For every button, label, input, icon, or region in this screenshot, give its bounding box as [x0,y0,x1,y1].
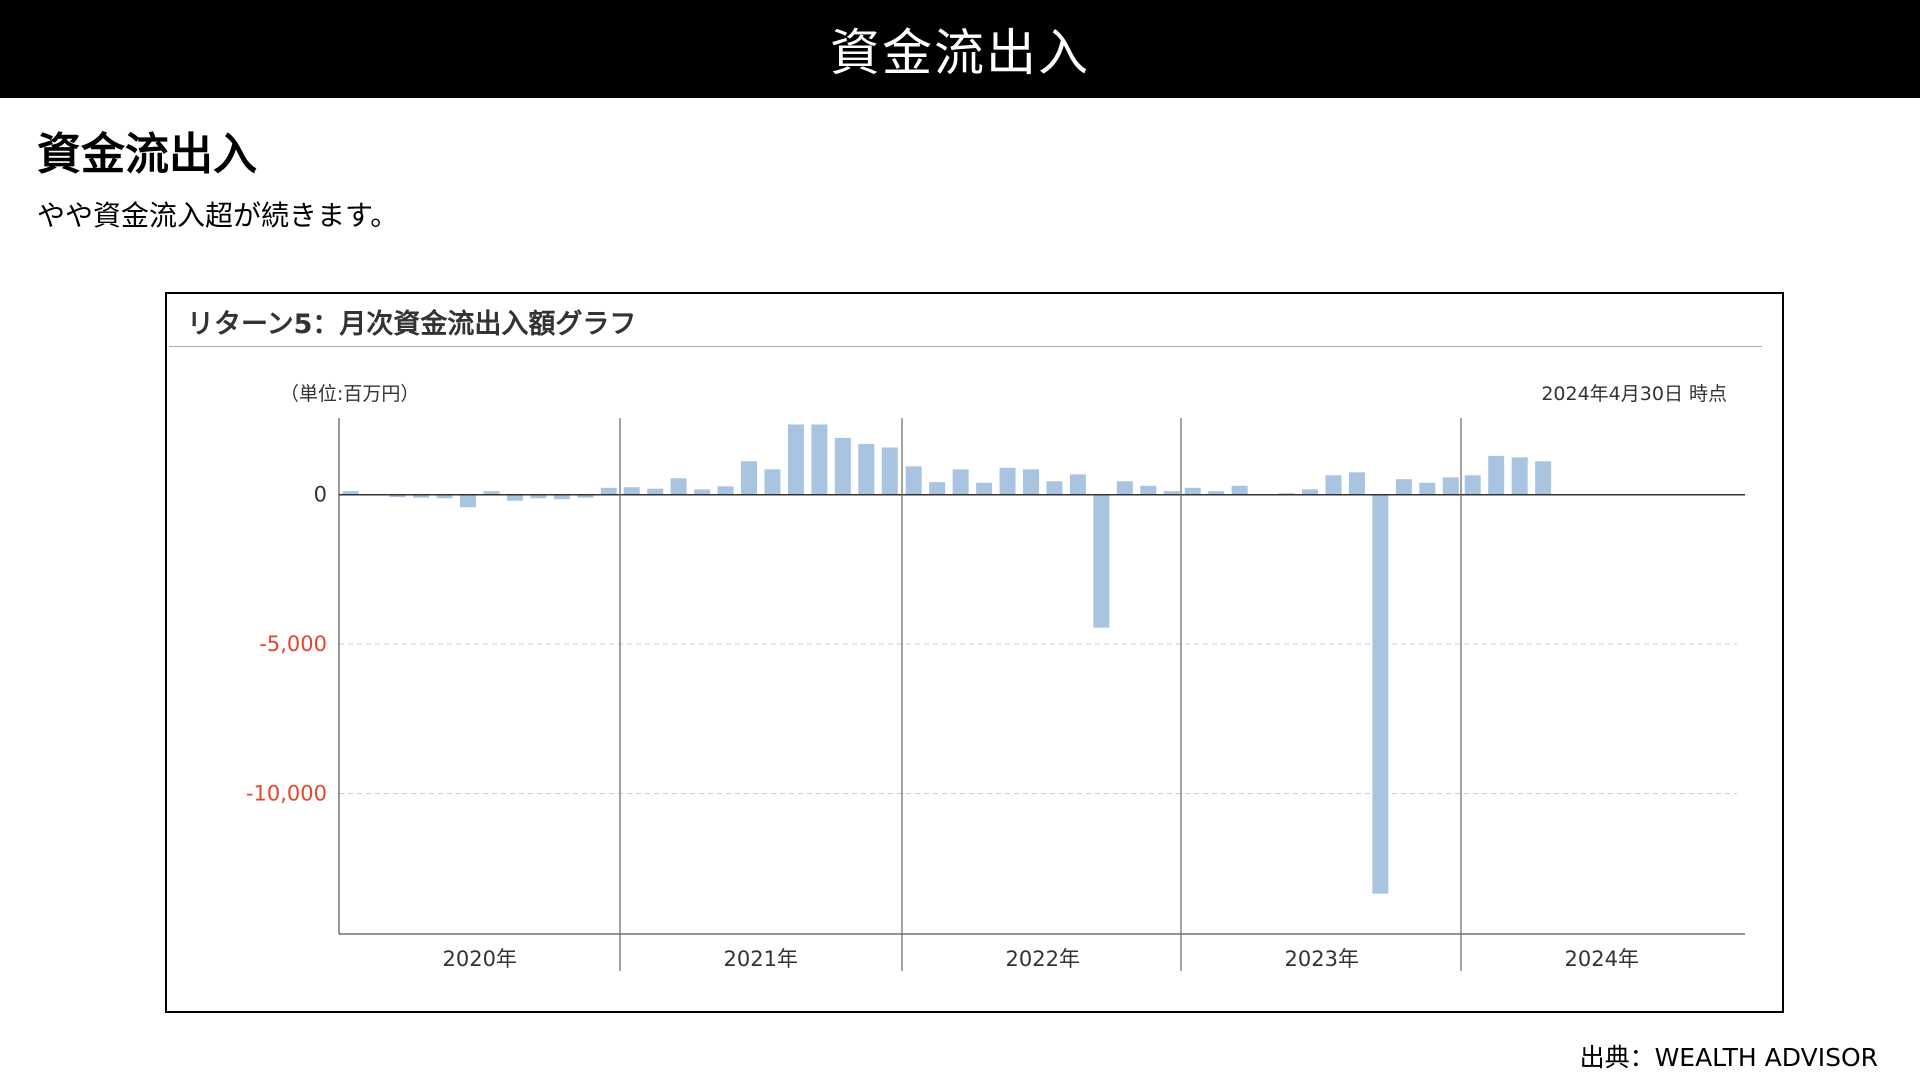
x-tick-label: 2020年 [443,947,517,971]
chart-bar [389,494,406,498]
chart-bar [764,469,781,495]
chart-bar [1023,469,1040,495]
chart-bar [460,494,477,508]
chart-bar [976,482,993,495]
chart-title-divider [169,346,1762,347]
chart-bar [1046,481,1063,495]
y-tick-label: -10,000 [246,782,327,806]
chart-bar [881,447,898,495]
section-heading: 資金流出入 [37,129,257,180]
chart-bar [787,424,804,495]
unit-label: （単位:百万円） [280,383,419,405]
x-tick-label: 2023年 [1285,947,1359,971]
chart-bar [647,488,664,495]
banner-title: 資金流出入 [830,24,1090,82]
banner: 資金流出入 [0,0,1920,98]
chart-bar [1442,477,1459,495]
chart-bar [1302,489,1319,495]
chart-bar [600,487,617,495]
chart-frame: リターン5：月次資金流出入額グラフ （単位:百万円） 2024年4月30日 時点 0… [165,292,1784,1013]
chart-bar [483,491,500,495]
x-tick-label: 2024年 [1565,947,1639,971]
chart-bar [506,494,523,501]
chart-bar [811,424,828,495]
chart-bar [1069,474,1086,495]
chart-bar [1184,487,1201,495]
chart-bar [1488,455,1505,495]
chart-bar [1116,481,1133,495]
chart-bar [929,482,946,495]
chart-bar [1163,491,1180,495]
chart-bar [1535,461,1552,495]
chart-bar [1419,482,1436,495]
chart-bar [1231,485,1248,495]
y-tick-label: -5,000 [259,632,327,656]
chart-bar [1348,472,1365,495]
monthly-flow-chart: （単位:百万円） 2024年4月30日 時点 0 -5,000 -10,000 2020年… [246,383,1745,971]
chart-bar [342,491,359,495]
chart-bar [694,489,711,495]
source-credit: 出典：WEALTH ADVISOR [1579,1043,1878,1072]
chart-bar [1093,494,1110,628]
chart-bar [413,494,430,498]
x-tick-label: 2021年 [724,947,798,971]
as-of-label: 2024年4月30日 時点 [1541,383,1727,405]
chart-bar [553,494,570,500]
chart-bar [670,478,687,495]
chart-bar [1395,479,1412,495]
chart-bar [834,437,851,495]
y-tick-label: 0 [314,483,327,507]
chart-bar [1372,494,1389,894]
section-subtitle: やや資金流入超が続きます。 [37,199,399,232]
chart-bar [1325,475,1342,495]
x-tick-label: 2022年 [1006,947,1080,971]
chart-bar [530,494,547,499]
chart-bar [623,487,640,495]
chart-bar [741,461,758,495]
chart-bar [952,469,969,495]
chart-bar [1208,491,1225,495]
chart-bar [905,466,922,495]
chart-bar [717,486,734,495]
chart-bar [999,467,1016,495]
chart-bar [436,494,453,499]
chart-bar [1140,485,1157,495]
chart-bar [577,494,594,498]
chart-bar [1511,457,1528,495]
chart-bar [858,443,875,495]
chart-title: リターン5：月次資金流出入額グラフ [187,309,637,340]
chart-bar [1464,475,1481,495]
